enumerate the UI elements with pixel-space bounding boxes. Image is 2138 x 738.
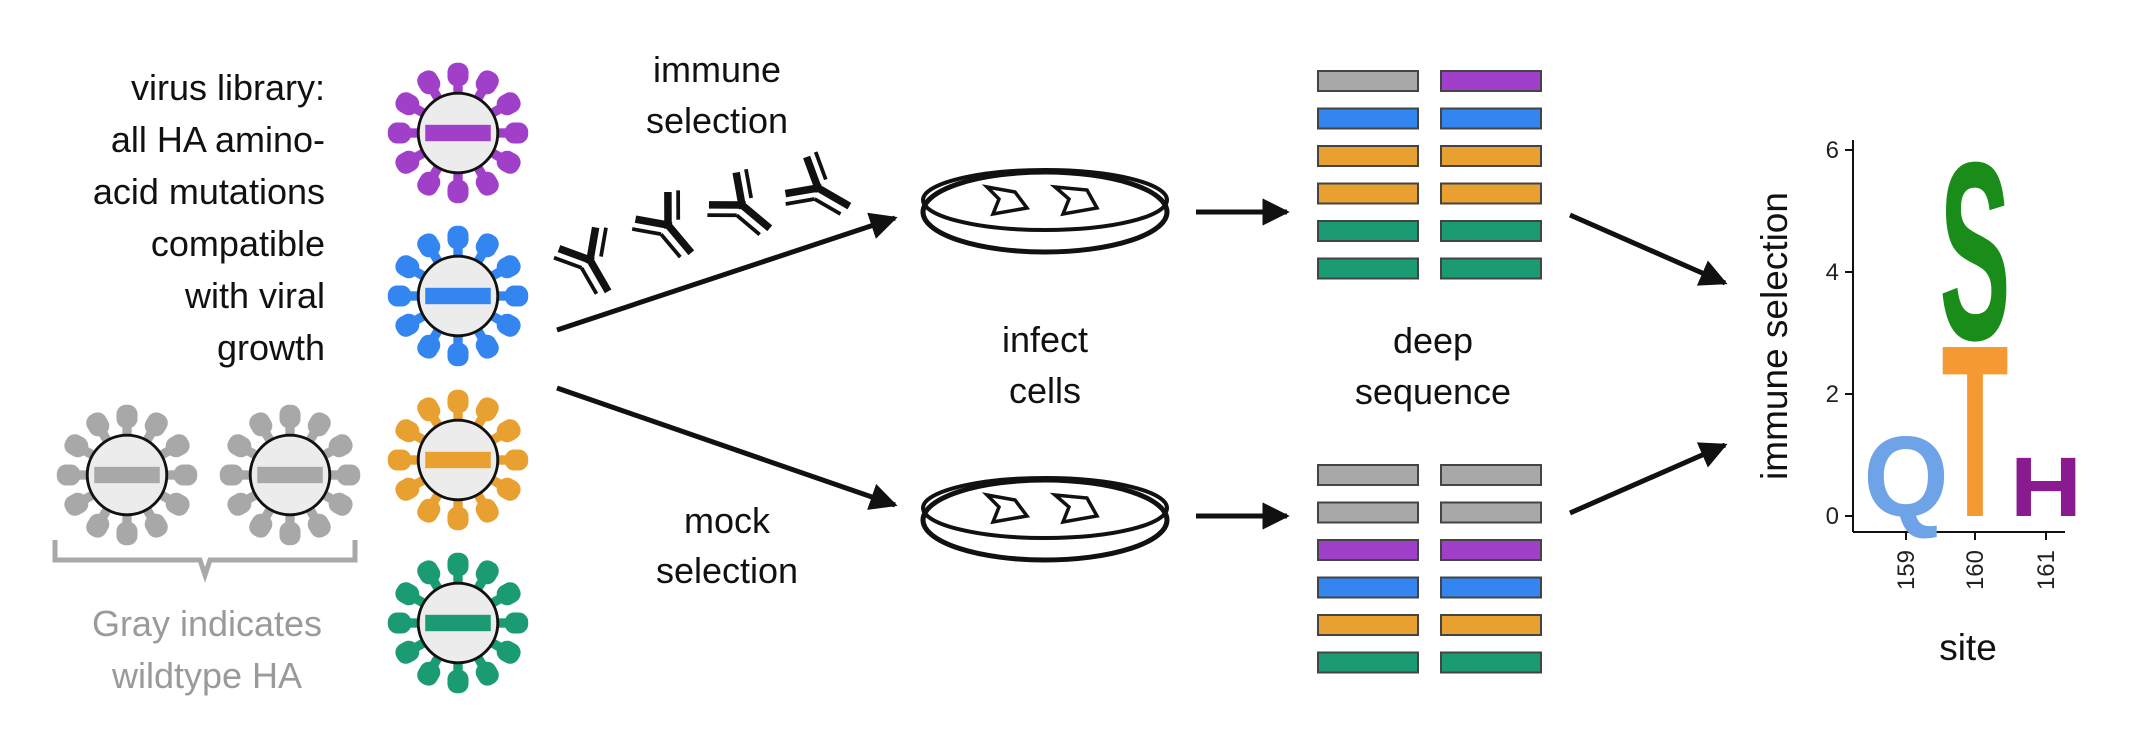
deep-sequence-line-1: deep bbox=[1393, 320, 1473, 361]
sequence-read bbox=[1317, 220, 1419, 242]
sequence-read bbox=[1440, 614, 1542, 636]
cell-icon bbox=[981, 184, 1031, 217]
mock-selection-line-1: mock bbox=[684, 500, 771, 541]
sequence-read bbox=[1440, 501, 1542, 524]
sequence-read bbox=[1317, 107, 1419, 130]
sequence-read bbox=[1317, 576, 1419, 599]
logo-letter-h: H bbox=[2010, 439, 2082, 534]
sequence-read bbox=[1440, 257, 1542, 280]
cell-icon bbox=[981, 492, 1031, 525]
library-description: virus library: all HA amino- acid mutati… bbox=[93, 67, 325, 368]
gray-note-line-1: Gray indicates bbox=[92, 603, 322, 644]
virus-particle bbox=[387, 62, 529, 204]
logo-letter-t: T bbox=[1942, 295, 2009, 569]
arrow-mock-to-logo bbox=[1568, 442, 1728, 516]
sequence-read bbox=[1440, 464, 1542, 486]
logo-letter-q: Q bbox=[1863, 413, 1948, 541]
sequence-read bbox=[1317, 182, 1419, 205]
infect-cells-line-2: cells bbox=[1009, 370, 1081, 411]
sequence-read bbox=[1440, 539, 1542, 561]
antibody-icon bbox=[553, 226, 632, 304]
arrow-immune-to-logo bbox=[1568, 212, 1728, 286]
virus-particle bbox=[387, 552, 529, 694]
sequence-read bbox=[1317, 145, 1419, 167]
y-tick-label: 4 bbox=[1826, 259, 1839, 286]
sequence-read bbox=[1317, 651, 1419, 674]
virus-particle bbox=[387, 225, 529, 367]
y-axis-label: immune selection bbox=[1754, 192, 1795, 480]
x-ticks: 159 160 161 bbox=[1893, 532, 2060, 590]
petri-dish-immune bbox=[920, 168, 1170, 255]
virus-particle bbox=[387, 389, 529, 531]
wildtype-bracket bbox=[52, 540, 358, 583]
sequence-read bbox=[1317, 501, 1419, 524]
sequence-read bbox=[1317, 70, 1419, 92]
library-line-4: compatible bbox=[151, 223, 325, 264]
sequence-read bbox=[1317, 257, 1419, 280]
immune-selection-line-1: immune bbox=[653, 49, 781, 90]
sequence-read bbox=[1440, 70, 1542, 92]
y-tick-label: 0 bbox=[1826, 503, 1839, 530]
cell-icon bbox=[1049, 492, 1100, 525]
sequence-read bbox=[1440, 220, 1542, 242]
virus-particle bbox=[56, 404, 198, 546]
antibody-icon bbox=[705, 168, 786, 249]
sequence-read bbox=[1440, 576, 1542, 599]
arrow-to-immune-dish bbox=[556, 212, 898, 333]
arrow-to-mock-dish bbox=[556, 385, 898, 510]
y-ticks: 0 2 4 6 bbox=[1826, 137, 1853, 530]
library-line-3: acid mutations bbox=[93, 171, 325, 212]
library-line-5: with viral bbox=[184, 275, 325, 316]
immune-selection-line-2: selection bbox=[646, 100, 788, 141]
library-line-6: growth bbox=[217, 327, 325, 368]
sequence-read bbox=[1440, 651, 1542, 674]
petri-dish-mock bbox=[920, 476, 1170, 563]
antibody-icon bbox=[631, 188, 712, 269]
sequence-read bbox=[1440, 182, 1542, 205]
x-tick-label: 159 bbox=[1893, 550, 1920, 590]
y-tick-label: 6 bbox=[1826, 137, 1839, 164]
sequence-read bbox=[1440, 107, 1542, 130]
sequence-read bbox=[1317, 464, 1419, 486]
antibody-icon bbox=[784, 151, 862, 230]
cell-icon bbox=[1049, 184, 1100, 217]
sequence-read bbox=[1440, 145, 1542, 167]
virus-particles bbox=[56, 62, 529, 694]
sequencing-reads bbox=[1317, 70, 1542, 674]
sequence-read bbox=[1317, 539, 1419, 561]
sequence-read bbox=[1317, 614, 1419, 636]
y-tick-label: 2 bbox=[1826, 381, 1839, 408]
x-tick-label: 160 bbox=[1962, 550, 1989, 590]
virus-particle bbox=[219, 404, 361, 546]
gray-note-line-2: wildtype HA bbox=[111, 655, 302, 696]
x-tick-label: 161 bbox=[2033, 550, 2060, 590]
library-line-1: virus library: bbox=[131, 67, 325, 108]
infect-cells-line-1: infect bbox=[1002, 319, 1088, 360]
library-line-2: all HA amino- bbox=[111, 119, 325, 160]
logo-letter-s: S bbox=[1940, 111, 2011, 394]
mock-selection-line-2: selection bbox=[656, 550, 798, 591]
x-axis-label: site bbox=[1939, 627, 1997, 668]
deep-sequence-line-2: sequence bbox=[1355, 371, 1511, 412]
